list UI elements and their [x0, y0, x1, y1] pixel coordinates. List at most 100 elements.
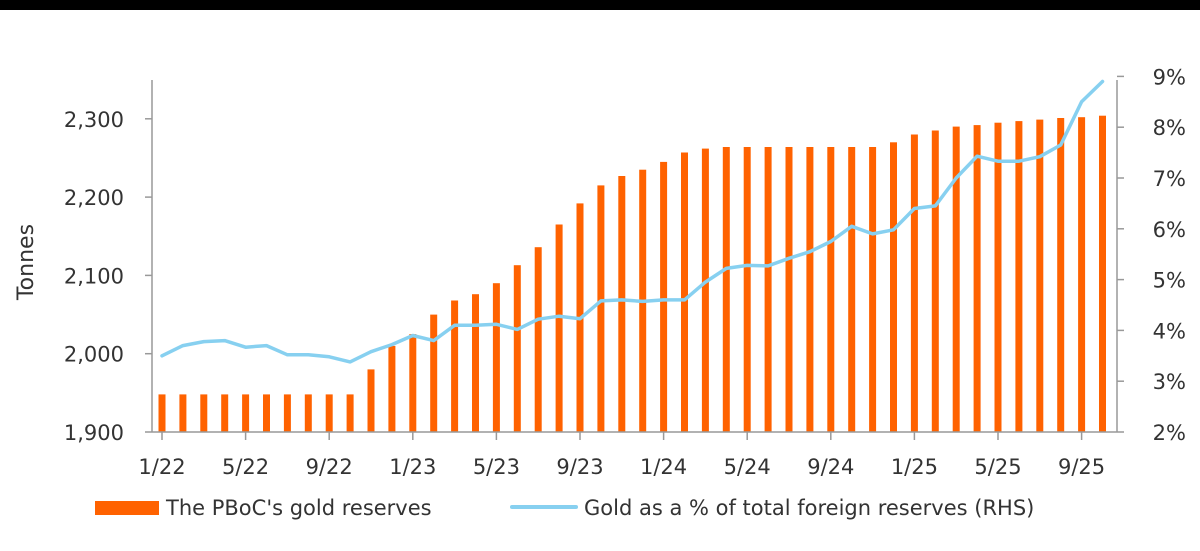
x-tick-label: 5/24	[724, 455, 771, 479]
x-tick-label: 1/22	[138, 455, 185, 479]
line-point	[641, 299, 645, 303]
line-point	[411, 334, 415, 337]
bar	[534, 247, 542, 432]
bar	[785, 147, 793, 432]
x-tick-label: 5/23	[473, 455, 520, 479]
x-tick-label: 9/23	[556, 455, 603, 479]
bar	[827, 147, 835, 432]
bar	[1036, 119, 1044, 432]
bar	[890, 142, 897, 433]
line-point	[181, 344, 185, 348]
bar	[367, 369, 375, 432]
legend-label-gold-share: Gold as a % of total foreign reserves (R…	[584, 496, 1034, 520]
line-point	[265, 344, 268, 348]
x-tick-label: 5/25	[974, 455, 1021, 479]
line-point	[975, 154, 979, 158]
bar	[618, 176, 626, 432]
x-tick-label: 9/24	[807, 455, 854, 479]
bar	[722, 147, 730, 432]
x-tick-label: 9/22	[306, 455, 353, 479]
bar	[764, 147, 772, 432]
line-point	[1017, 159, 1021, 163]
bar	[910, 134, 918, 432]
line-point	[1059, 143, 1063, 147]
line-point	[348, 360, 352, 364]
line-point	[1101, 80, 1104, 83]
bar	[973, 125, 981, 432]
bar	[869, 147, 877, 432]
line-point	[202, 340, 206, 344]
bar	[660, 161, 668, 432]
legend-swatch-gold-reserves	[95, 501, 159, 515]
x-tick-label: 1/24	[640, 455, 687, 479]
line-point	[1080, 100, 1084, 104]
line-point	[745, 263, 749, 267]
line-point	[599, 299, 603, 303]
y-right-tick-label: 4%	[1153, 319, 1186, 343]
line-point	[474, 323, 477, 327]
line-point	[662, 298, 666, 302]
line-point	[954, 176, 958, 180]
line-point	[766, 264, 770, 268]
bar	[221, 394, 229, 432]
y-left-tick-label: 2,100	[64, 264, 124, 288]
line-point	[557, 314, 561, 318]
bar	[325, 394, 333, 432]
bar	[158, 394, 166, 432]
line-point	[285, 353, 289, 357]
y-left-tick-label: 2,000	[64, 343, 124, 367]
y-right-tick-label: 3%	[1153, 370, 1186, 394]
line-point	[703, 280, 707, 284]
y-right-tick-label: 6%	[1153, 218, 1186, 242]
y-left-tick-label: 2,200	[64, 186, 124, 210]
line-point	[327, 355, 331, 359]
line-point	[787, 256, 791, 260]
bar	[451, 300, 459, 432]
line-point	[160, 354, 164, 358]
line-point	[536, 317, 540, 321]
bar	[555, 224, 563, 432]
bar	[952, 126, 960, 432]
y-right-tick-label: 9%	[1153, 65, 1186, 89]
line-point	[996, 159, 1000, 163]
bar	[1015, 121, 1023, 432]
axes: 1,900 2,000 2,100 2,200 2,300 2% 3% 4% 5% 6% 7% 8% 9…	[64, 65, 1186, 479]
line-point	[390, 343, 394, 347]
line-point	[453, 323, 457, 327]
line-point	[683, 298, 686, 302]
line-point	[244, 345, 248, 349]
line-point	[369, 350, 373, 354]
bar	[200, 394, 208, 432]
line-point	[808, 250, 812, 254]
y-left-tick-label: 1,900	[64, 421, 124, 445]
line-series	[160, 79, 1105, 364]
bar	[1078, 117, 1086, 432]
line-point	[306, 353, 310, 357]
bar	[242, 394, 250, 432]
line-point	[912, 207, 916, 210]
line-point	[432, 339, 436, 343]
bar	[994, 122, 1002, 432]
y-right-tick-label: 5%	[1153, 269, 1186, 293]
y-right-tick-label: 2%	[1153, 421, 1186, 445]
line-point	[578, 317, 582, 321]
bar	[304, 394, 312, 432]
bar	[848, 147, 856, 432]
x-tick-label: 1/25	[891, 455, 938, 479]
line-point	[223, 339, 227, 343]
line-point	[829, 240, 833, 243]
bar	[409, 334, 417, 432]
y-axis-title: Tonnes	[14, 224, 39, 301]
x-tick-label: 9/25	[1058, 455, 1105, 479]
line-point	[892, 228, 895, 232]
bar	[1099, 115, 1106, 432]
y-right-tick-label: 8%	[1153, 116, 1186, 140]
line-point	[850, 224, 854, 228]
line-point	[1038, 155, 1042, 159]
line-point	[494, 322, 498, 326]
bar	[513, 265, 521, 432]
bar	[931, 130, 939, 432]
bar	[346, 394, 354, 432]
bar	[472, 294, 479, 432]
